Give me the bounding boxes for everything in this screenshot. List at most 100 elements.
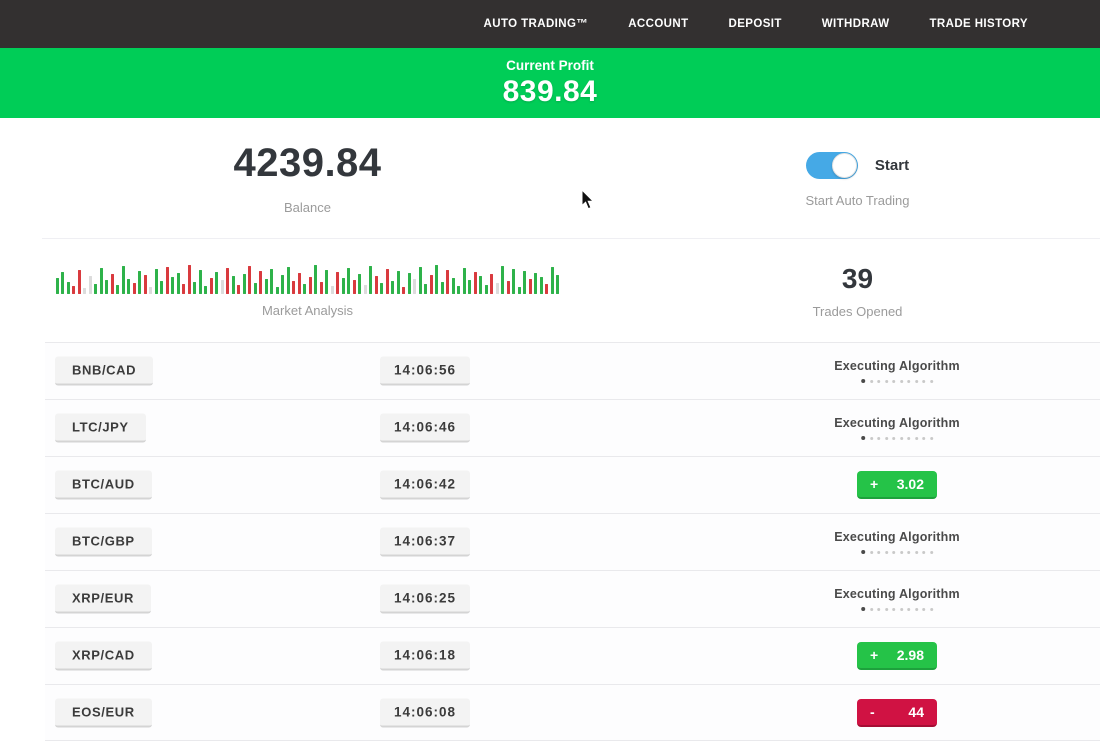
progress-dot — [892, 607, 896, 611]
market-bar — [259, 270, 263, 294]
market-bar — [297, 272, 301, 294]
market-bar — [292, 280, 296, 294]
time-badge[interactable]: 14:06:46 — [380, 413, 471, 443]
market-bar — [121, 265, 125, 294]
market-bar — [545, 283, 549, 294]
market-bar — [435, 264, 439, 294]
progress-dot — [892, 550, 896, 554]
pair-badge[interactable]: XRP/CAD — [55, 641, 152, 671]
time-badge[interactable]: 14:06:18 — [380, 641, 471, 671]
progress-dot — [914, 550, 918, 554]
market-bar — [418, 266, 422, 294]
trade-status: - 44 — [857, 698, 937, 727]
progress-dot — [914, 379, 918, 383]
time-badge[interactable]: 14:06:08 — [380, 698, 471, 727]
market-bar — [231, 275, 235, 294]
result-value: 2.98 — [896, 647, 924, 663]
toggle-knob-icon — [831, 153, 857, 178]
market-bar — [110, 273, 114, 294]
market-bar — [424, 283, 428, 294]
nav-item-deposit[interactable]: DEPOSIT — [728, 18, 782, 30]
market-bar — [407, 272, 411, 294]
market-bar — [451, 277, 455, 294]
trade-result-badge[interactable]: +3.02 — [857, 471, 937, 499]
progress-dot — [861, 436, 866, 440]
market-bar — [286, 266, 290, 294]
market-bar — [528, 278, 532, 294]
balance-block: 4239.84 Balance — [0, 118, 615, 238]
progress-dot — [884, 379, 888, 383]
market-bar — [468, 279, 472, 294]
market-bar — [517, 286, 521, 294]
pair-badge[interactable]: BTC/AUD — [55, 470, 152, 500]
pair-badge[interactable]: EOS/EUR — [55, 698, 152, 727]
market-bar — [391, 280, 395, 294]
market-bar — [319, 281, 323, 294]
market-bar — [380, 282, 384, 294]
progress-dot — [861, 379, 866, 383]
pair-badge[interactable]: BTC/GBP — [55, 527, 152, 557]
market-bar — [512, 268, 516, 294]
stats-top-row: 4239.84 Balance Start Start Auto Trading — [0, 118, 1100, 238]
trade-result-badge[interactable]: - 44 — [857, 698, 937, 727]
progress-dot — [877, 607, 881, 611]
market-bar — [369, 265, 373, 294]
time-badge[interactable]: 14:06:56 — [380, 356, 471, 386]
trade-row: BNB/CAD 14:06:56 Executing Algorithm — [45, 342, 1100, 399]
progress-dots — [861, 436, 933, 440]
nav-item-auto-trading[interactable]: AUTO TRADING™ — [483, 18, 589, 30]
trade-row: BTC/GBP 14:06:37 Executing Algorithm — [45, 513, 1100, 570]
progress-dots — [861, 607, 933, 611]
market-bar — [275, 286, 279, 294]
trade-result-badge[interactable]: +2.98 — [857, 642, 937, 670]
market-analysis-label: Market Analysis — [261, 302, 354, 318]
nav-item-withdraw[interactable]: WITHDRAW — [821, 18, 890, 30]
trades-opened-block: 39 Trades Opened — [615, 239, 1100, 342]
progress-dot — [922, 436, 926, 440]
market-bar — [182, 283, 186, 294]
market-bar — [116, 284, 120, 294]
market-bar — [127, 278, 131, 294]
current-profit-banner: Current Profit 839.84 — [0, 48, 1100, 118]
market-bar — [358, 273, 362, 294]
pair-badge[interactable]: BNB/CAD — [55, 356, 154, 386]
market-bar — [187, 264, 191, 294]
progress-dot — [907, 607, 911, 611]
nav-item-trade-history[interactable]: TRADE HISTORY — [929, 18, 1028, 30]
market-bar — [149, 286, 153, 294]
market-bar — [484, 284, 488, 294]
progress-dot — [892, 379, 896, 383]
time-badge[interactable]: 14:06:25 — [380, 584, 471, 614]
market-bar — [242, 273, 246, 294]
auto-trading-toggle[interactable] — [805, 152, 858, 179]
market-bar — [264, 278, 268, 294]
progress-dot — [929, 436, 933, 440]
progress-dot — [884, 550, 888, 554]
market-bar — [402, 286, 406, 294]
auto-trading-block: Start Start Auto Trading — [615, 118, 1100, 238]
market-bar — [352, 279, 356, 294]
time-badge[interactable]: 14:06:42 — [380, 470, 471, 500]
pair-badge[interactable]: LTC/JPY — [55, 413, 146, 443]
progress-dot — [884, 436, 888, 440]
market-bar — [539, 276, 543, 294]
market-bar — [165, 266, 169, 294]
market-bar — [171, 276, 175, 294]
market-bar — [429, 274, 433, 294]
progress-dot — [877, 379, 881, 383]
pair-badge[interactable]: XRP/EUR — [55, 584, 151, 614]
balance-value: 4239.84 — [233, 141, 382, 185]
nav-item-account[interactable]: ACCOUNT — [628, 18, 689, 30]
trades-table: BNB/CAD 14:06:56 Executing Algorithm LTC/JP… — [45, 342, 1100, 741]
result-value: 44 — [908, 703, 924, 720]
market-bar — [193, 281, 197, 294]
market-bar — [440, 281, 444, 294]
progress-dots — [861, 550, 933, 554]
market-bar — [209, 277, 213, 294]
progress-dot — [861, 607, 866, 611]
progress-dot — [869, 550, 873, 554]
trade-row: XRP/CAD 14:06:18 +2.98 — [45, 627, 1100, 684]
time-badge[interactable]: 14:06:37 — [380, 527, 471, 557]
market-bar — [99, 267, 103, 294]
market-bar — [215, 271, 219, 294]
